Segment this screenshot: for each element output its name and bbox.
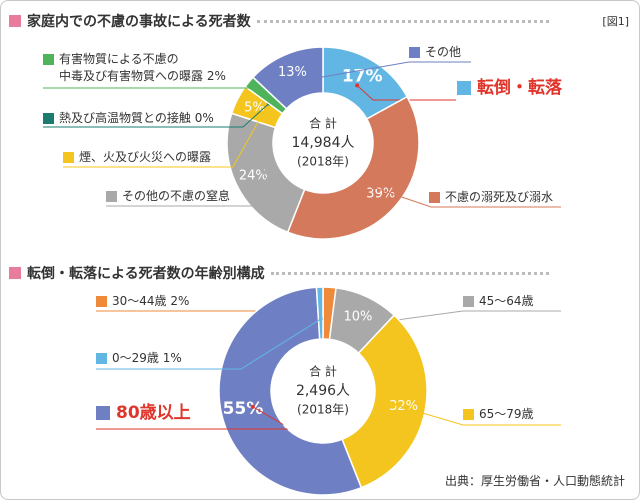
category-label: 0～29歳 <box>112 351 159 365</box>
leader-line <box>356 84 456 101</box>
category-label: その他 <box>425 45 462 59</box>
category-label: 転倒・転落 <box>477 78 562 98</box>
category-label: その他の不慮の窒息 <box>122 189 231 203</box>
slice-label: 有害物質による不慮の 中毒及び有害物質への曝露 2% <box>43 51 226 85</box>
center-label: 合 計 <box>309 364 337 379</box>
slice-value: 10% <box>343 309 372 324</box>
donut-hole <box>273 93 373 193</box>
title-rule <box>270 271 549 275</box>
legend-swatch <box>463 409 474 420</box>
leader-dot <box>325 317 330 322</box>
slice-value: 1% <box>162 351 182 365</box>
slice-value: 2% <box>170 294 190 308</box>
slice-label: 45～64歳 <box>463 293 534 310</box>
legend-swatch <box>63 152 74 163</box>
leader-dot <box>269 98 274 103</box>
leader-dot <box>261 110 266 115</box>
legend-swatch <box>106 191 117 202</box>
center-label: 14,984人 <box>292 135 355 151</box>
donut-hole <box>271 339 375 443</box>
slice-label: 煙、火及び火災への曝露 <box>63 149 211 166</box>
category-label: 80歳以上 <box>116 403 191 423</box>
category-label: 45～64歳 <box>479 294 534 308</box>
slice-label: その他の不慮の窒息 <box>106 188 230 205</box>
leader-dot <box>355 83 360 88</box>
legend-swatch <box>463 296 474 307</box>
slice-value: 32% <box>389 399 418 414</box>
leader-line <box>96 318 322 370</box>
center-label: (2018年) <box>297 155 349 169</box>
category-label: 30～44歳 <box>112 294 167 308</box>
legend-swatch <box>43 113 54 124</box>
slice-label: その他 <box>409 44 461 61</box>
legend-swatch <box>96 353 107 364</box>
leader-line <box>43 103 270 128</box>
chart-title: 転倒・転落による死者数の年齢別構成 <box>9 263 549 283</box>
leader-dot <box>351 323 356 328</box>
category-label: 煙、火及び火災への曝露 <box>79 150 212 164</box>
legend-swatch <box>43 54 54 65</box>
legend-swatch <box>429 192 440 203</box>
center-label: (2018年) <box>297 403 349 417</box>
slice-label: 65～79歳 <box>463 406 534 423</box>
leader-dot <box>260 169 265 174</box>
title-text: 家庭内での不慮の事故による死者数 <box>27 14 251 30</box>
slice-value: 39% <box>366 186 395 201</box>
center-label: 2,496人 <box>296 383 350 399</box>
leader-dot <box>371 185 376 190</box>
title-text: 転倒・転落による死者数の年齢別構成 <box>27 266 265 282</box>
legend-swatch <box>457 81 471 95</box>
leader-line <box>393 404 561 426</box>
slice-label: 30～44歳 2% <box>96 293 189 310</box>
slice-value: 55% <box>223 399 264 419</box>
slice-label: 80歳以上 <box>96 402 191 424</box>
slice-label: 不慮の溺死及び溺水 <box>429 189 553 206</box>
center-label: 合 計 <box>309 116 337 131</box>
slice-label: 転倒・転落 <box>457 77 562 99</box>
legend-swatch <box>96 406 110 420</box>
leader-dot <box>250 404 255 409</box>
leader-line <box>296 61 471 83</box>
title-marker <box>9 267 21 279</box>
leader-dot <box>294 79 299 84</box>
slice-value: 0% <box>194 111 214 125</box>
leader-dot <box>391 402 396 407</box>
source: 出典：厚生労働省・人口動態統計 <box>444 474 625 488</box>
slice-label: 0～29歳 1% <box>96 350 182 367</box>
title-rule <box>256 19 549 23</box>
slice-value: 2% <box>206 69 226 83</box>
category-label: 不慮の溺死及び溺水 <box>445 190 554 204</box>
slice-label: 熱及び高温物質との接触 0% <box>43 110 214 127</box>
chart-title: 家庭内での不慮の事故による死者数 <box>9 11 549 31</box>
leader-dot <box>318 317 323 322</box>
legend-swatch <box>96 296 107 307</box>
leader-line <box>43 87 272 101</box>
category-label: 熱及び高温物質との接触 <box>59 111 191 125</box>
figure-label: [図1] <box>602 15 629 28</box>
leader-line <box>373 186 561 208</box>
legend-swatch <box>409 47 420 58</box>
title-marker <box>9 15 21 27</box>
category-label: 65～79歳 <box>479 407 534 421</box>
category-label: 有害物質による不慮の 中毒及び有害物質への曝露 <box>59 52 204 83</box>
leader-line <box>63 112 264 168</box>
slice-value: 13% <box>278 65 307 80</box>
leader-line <box>106 171 284 207</box>
